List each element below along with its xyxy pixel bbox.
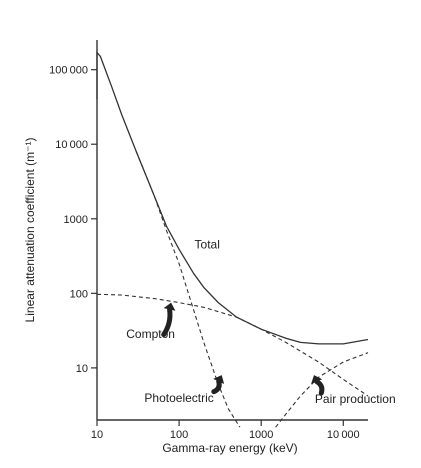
compton-arrow-shaft [161,307,173,338]
x-tick-label: 10 000 [327,429,360,441]
x-axis-ticks: 10 100 1000 10 000 [91,420,360,441]
plot-frame [96,40,368,421]
total-label: Total [195,237,220,251]
pair-production-arrow-shaft [314,379,325,396]
pair-production-label: Pair production [315,392,396,406]
compton-curve [96,293,369,397]
curve-labels: Total Compton Photoelectric Pair production [126,237,395,405]
compton-arrow-head [163,302,176,311]
y-tick-label: 10 000 [55,139,88,151]
photoelectric-label: Photoelectric [144,391,213,405]
annotation-arrows [161,302,325,396]
x-axis-title: Gamma-ray energy (keV) [162,441,297,455]
y-tick-label: 100 [70,288,88,300]
total-curve [96,50,369,345]
photoelectric-arrow-head [213,375,225,384]
curves [96,50,369,428]
photoelectric-arrow-shaft [211,378,222,395]
pair-production-arrow-head [311,375,323,384]
compton-label: Compton [126,327,175,341]
x-tick-label: 100 [170,429,188,441]
y-tick-label: 1000 [64,214,88,226]
x-tick-label: 1000 [249,429,273,441]
photoelectric-curve [135,151,241,428]
x-tick-label: 10 [91,429,103,441]
y-axis-title: Linear attenuation coefficient (m⁻¹) [23,138,37,323]
y-tick-label: 10 [76,363,88,375]
y-axis-ticks: 10 100 1000 10 000 100 000 [49,65,97,375]
y-tick-label: 100 000 [49,65,88,77]
pair-production-curve [275,352,369,428]
